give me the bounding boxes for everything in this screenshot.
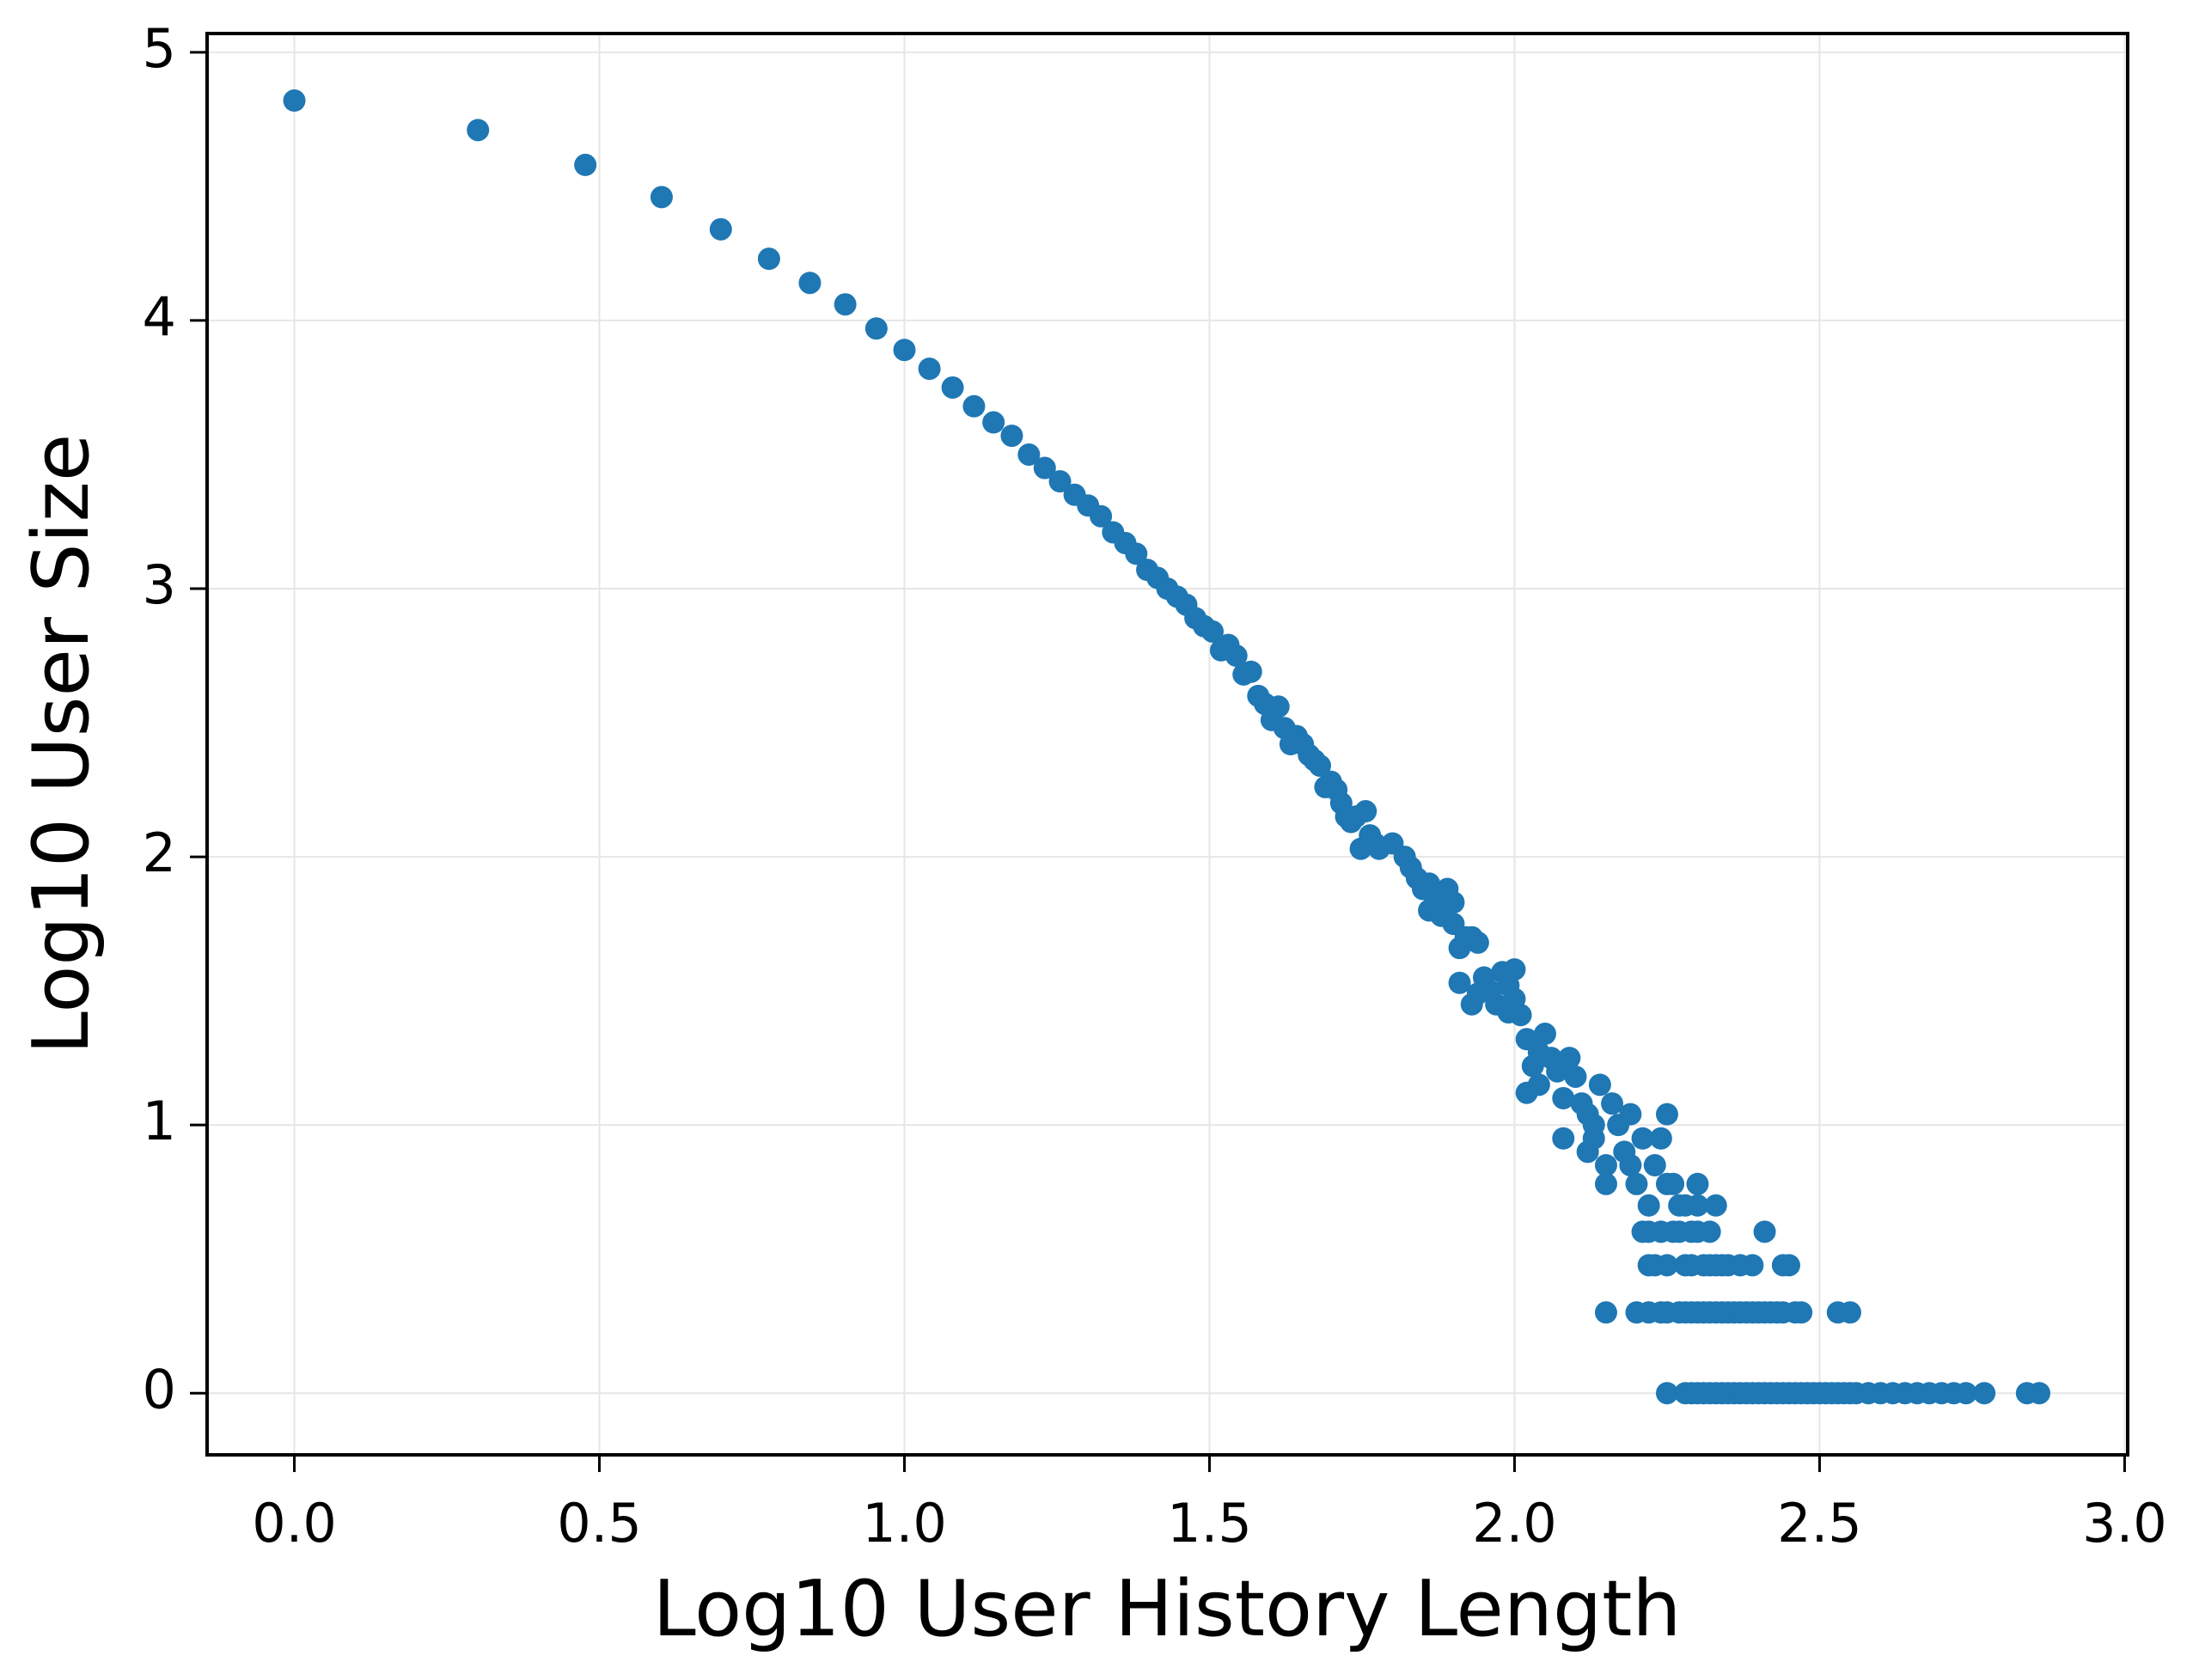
point [283,89,306,113]
x-axis-label: Log10 User History Length [653,1564,1682,1654]
point [1594,1172,1617,1195]
point [1033,456,1056,480]
point [1442,891,1465,914]
point [1643,1153,1666,1176]
point [709,217,732,241]
x-tick-label: 0.5 [557,1492,642,1555]
point [1777,1254,1800,1277]
y-tick-label: 0 [143,1358,176,1420]
point [1655,1382,1678,1405]
point [1509,1004,1532,1027]
point [1267,695,1290,718]
point [1686,1194,1709,1217]
point [1552,1086,1575,1109]
point [574,153,597,176]
point [982,411,1005,434]
point [1582,1127,1605,1150]
x-tick-label: 3.0 [2082,1492,2167,1555]
x-tick-label: 0.0 [252,1492,337,1555]
point [1594,1153,1617,1176]
y-tick-label: 1 [143,1090,176,1152]
point [1655,1103,1678,1126]
point [1000,425,1023,448]
point [1698,1220,1721,1243]
point [1594,1301,1617,1324]
point [1838,1301,1861,1324]
point [1741,1254,1764,1277]
point [1686,1172,1709,1195]
point [1225,645,1248,668]
point [1503,958,1526,981]
point [2028,1382,2051,1405]
y-tick-label: 3 [143,553,176,616]
y-tick-label: 2 [143,822,176,884]
point [1533,1023,1556,1046]
point [1619,1103,1642,1126]
y-tick-label: 4 [143,285,176,348]
point [1308,754,1331,777]
point [1090,504,1113,528]
point [1655,1254,1678,1277]
point [1625,1172,1648,1195]
point [864,317,888,340]
point [1588,1073,1611,1097]
point [1662,1172,1685,1195]
point [1790,1301,1813,1324]
point [1753,1220,1776,1243]
point [1649,1127,1672,1150]
point [1564,1065,1587,1088]
x-tick-label: 1.5 [1167,1492,1252,1555]
point [1637,1194,1660,1217]
point [1558,1047,1581,1070]
x-tick-label: 2.5 [1777,1492,1862,1555]
point [1466,931,1489,954]
point [1704,1194,1727,1217]
point [1601,1092,1624,1115]
point [1125,542,1148,565]
point [893,339,916,362]
point [1448,971,1471,994]
point [1619,1153,1642,1176]
plot-frame [205,32,2129,1457]
point [1017,443,1041,466]
point [1239,660,1262,683]
point [941,376,964,399]
point [1973,1382,1996,1405]
point [1631,1127,1654,1150]
y-axis-label: Log10 User Size [16,434,107,1054]
point [1552,1127,1575,1150]
point [798,272,822,295]
point [962,394,986,418]
point [1201,620,1225,643]
point [650,186,673,209]
point [1527,1073,1550,1097]
x-tick-label: 2.0 [1472,1492,1557,1555]
point [1048,470,1072,493]
point [918,357,941,381]
point [1954,1382,1977,1405]
point [834,293,857,316]
point [1354,800,1377,823]
point [757,247,780,271]
y-tick-label: 5 [143,17,176,80]
point [467,119,490,142]
x-tick-label: 1.0 [862,1492,947,1555]
